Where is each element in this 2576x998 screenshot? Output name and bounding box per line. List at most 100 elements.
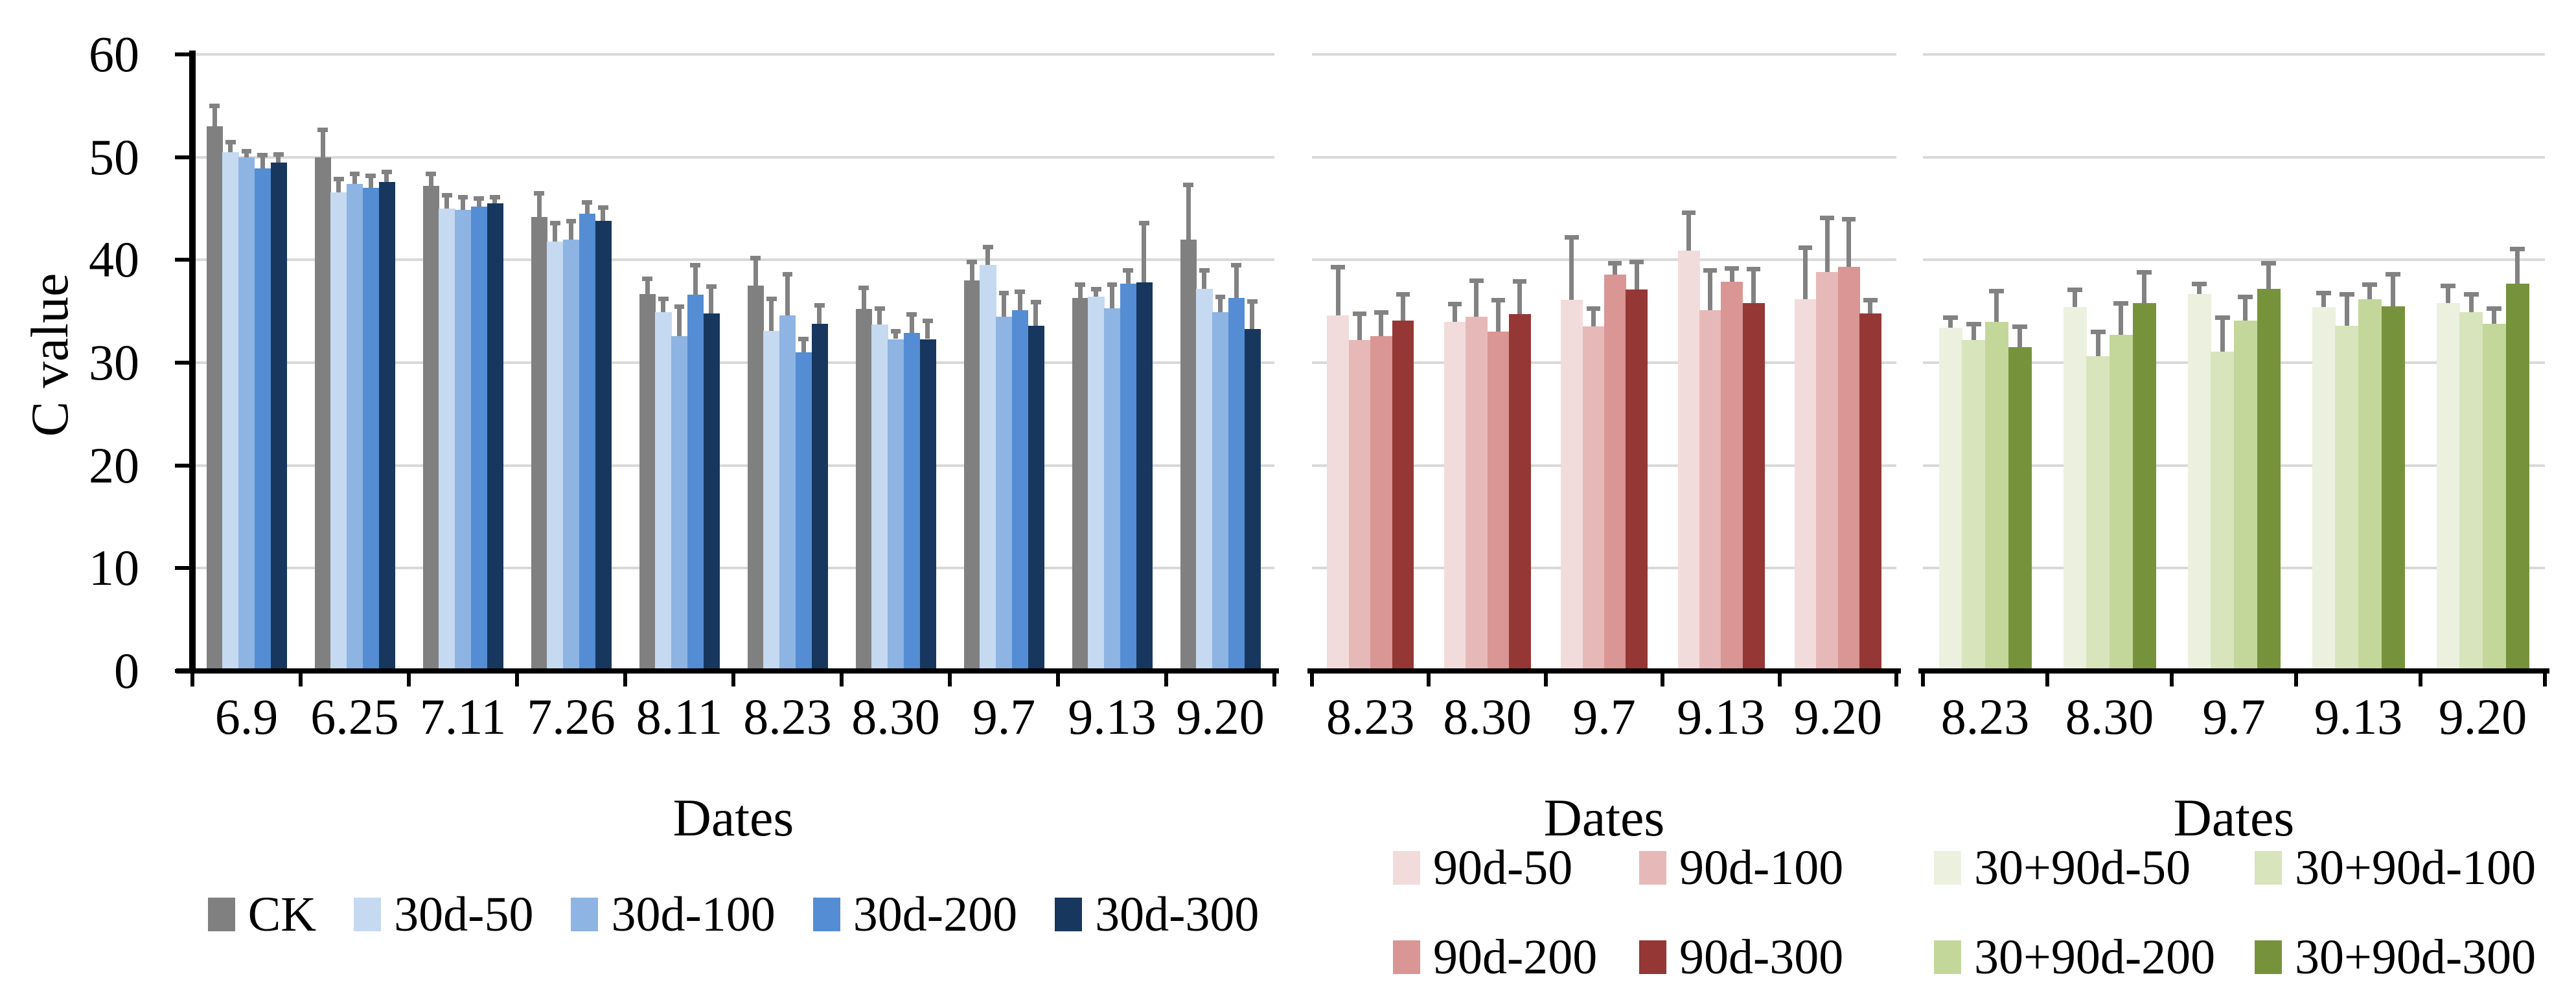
bar-30+90d-300 xyxy=(2505,283,2529,668)
bar-90d-100 xyxy=(1348,340,1371,668)
bar-30d-200 xyxy=(470,206,488,668)
error-bar-cap xyxy=(874,306,885,311)
bar-30d-50 xyxy=(222,152,239,668)
bar-30d-200 xyxy=(795,352,812,668)
error-bar-cap xyxy=(674,304,685,309)
error-bar-stem xyxy=(801,337,806,353)
x-axis-tick xyxy=(1661,671,1665,686)
error-bar-stem xyxy=(428,171,433,187)
error-bar-cap xyxy=(317,127,328,132)
legend-label: 30+90d-50 xyxy=(1974,841,2191,895)
bar-90d-200 xyxy=(1721,281,1743,668)
gridline xyxy=(1312,53,1896,56)
error-bar-cap xyxy=(1469,278,1484,283)
bar-30d-300 xyxy=(270,162,287,668)
error-bar-cap xyxy=(1015,289,1026,295)
legend-panel3: 30+90d-50 30+90d-100 30+90d-200 30+90d-300 xyxy=(1934,842,2536,983)
error-bar-cap xyxy=(2090,330,2106,335)
bar-30d-100 xyxy=(1104,308,1121,668)
error-bar-stem xyxy=(212,104,217,127)
legend-label: 90d-50 xyxy=(1433,841,1573,895)
bar-90d-50 xyxy=(1561,300,1583,668)
x-axis-tick xyxy=(1310,671,1314,686)
bar-30d-200 xyxy=(1228,298,1245,668)
x-axis-tick xyxy=(1056,671,1060,686)
error-bar-stem xyxy=(1218,295,1223,313)
error-bar-stem xyxy=(461,195,465,210)
x-tick-label: 6.25 xyxy=(310,688,399,745)
error-bar-stem xyxy=(2344,291,2349,326)
error-bar-stem xyxy=(1634,260,1639,290)
error-bar-stem xyxy=(877,306,882,325)
error-bar-stem xyxy=(1017,289,1022,311)
error-bar-cap xyxy=(566,218,577,223)
gridline xyxy=(1923,155,2545,159)
legend-item-30d-300: 30d-300 xyxy=(1055,889,1259,940)
legend-label: 30d-50 xyxy=(394,887,534,942)
x-axis-tick xyxy=(1164,671,1168,686)
error-bar-cap xyxy=(1746,267,1761,272)
x-axis-tick xyxy=(1894,671,1898,686)
error-bar-cap xyxy=(2385,272,2400,277)
error-bar-stem xyxy=(1686,210,1691,251)
bar-30d-200 xyxy=(903,332,921,668)
error-bar-cap xyxy=(923,318,933,323)
x-axis-tick xyxy=(948,671,952,686)
gridline xyxy=(1312,155,1896,159)
error-bar-stem xyxy=(1077,282,1083,299)
legend-item-30d-100: 30d-100 xyxy=(571,889,776,940)
error-bar-stem xyxy=(2390,272,2395,306)
legend-label: 90d-200 xyxy=(1433,930,1598,984)
error-bar-stem xyxy=(352,171,357,184)
bar-30+90d-50 xyxy=(1938,328,1962,668)
bar-30d-300 xyxy=(703,313,720,668)
bar-90d-50 xyxy=(1677,251,1700,668)
bar-CK xyxy=(855,309,872,668)
error-bar-stem xyxy=(645,276,650,294)
error-bar-cap xyxy=(814,302,825,308)
legend-item-30d-50: 30d-50 xyxy=(354,889,533,940)
error-bar-stem xyxy=(1495,298,1501,332)
bar-30+90d-200 xyxy=(2483,323,2507,668)
bar-30+90d-50 xyxy=(2312,307,2336,668)
error-bar-stem xyxy=(1708,268,1713,311)
gridline xyxy=(1923,53,2545,56)
error-bar-stem xyxy=(1400,291,1405,321)
error-bar-cap xyxy=(1863,298,1878,303)
x-axis-tick xyxy=(1777,671,1782,686)
error-bar-cap xyxy=(225,139,236,144)
error-bar-stem xyxy=(260,153,265,169)
gridline xyxy=(192,258,1274,262)
error-bar-cap xyxy=(1396,291,1410,297)
gridline xyxy=(192,155,1274,159)
error-bar-stem xyxy=(1453,302,1458,322)
legend-swatch xyxy=(2255,940,2282,974)
y-axis-tick xyxy=(175,258,189,262)
bar-90d-50 xyxy=(1795,299,1817,668)
bar-30+90d-300 xyxy=(2132,302,2156,668)
error-bar-stem xyxy=(1803,245,1808,299)
x-axis-tick xyxy=(1272,671,1276,686)
error-bar-cap xyxy=(598,205,608,210)
error-bar-stem xyxy=(2321,290,2327,308)
error-bar-stem xyxy=(276,152,281,163)
bar-30d-50 xyxy=(655,312,672,668)
error-bar-cap xyxy=(2214,315,2230,320)
bar-CK xyxy=(422,186,439,668)
error-bar-stem xyxy=(1357,311,1362,341)
error-bar-stem xyxy=(336,176,341,192)
bar-CK xyxy=(531,216,547,668)
error-bar-stem xyxy=(2266,260,2271,289)
x-tick-label: 9.7 xyxy=(1572,688,1636,745)
x-axis-line xyxy=(176,668,1279,674)
bar-30d-300 xyxy=(595,221,612,668)
y-axis-tick xyxy=(175,463,189,468)
y-tick-label: 50 xyxy=(89,128,139,185)
bar-30d-100 xyxy=(563,239,580,668)
error-bar-cap xyxy=(1989,288,2005,293)
x-tick-label: 9.13 xyxy=(2314,688,2403,745)
error-bar-cap xyxy=(333,176,344,181)
bar-90d-300 xyxy=(1859,313,1882,668)
error-bar-cap xyxy=(890,328,901,334)
error-bar-cap xyxy=(766,297,777,302)
